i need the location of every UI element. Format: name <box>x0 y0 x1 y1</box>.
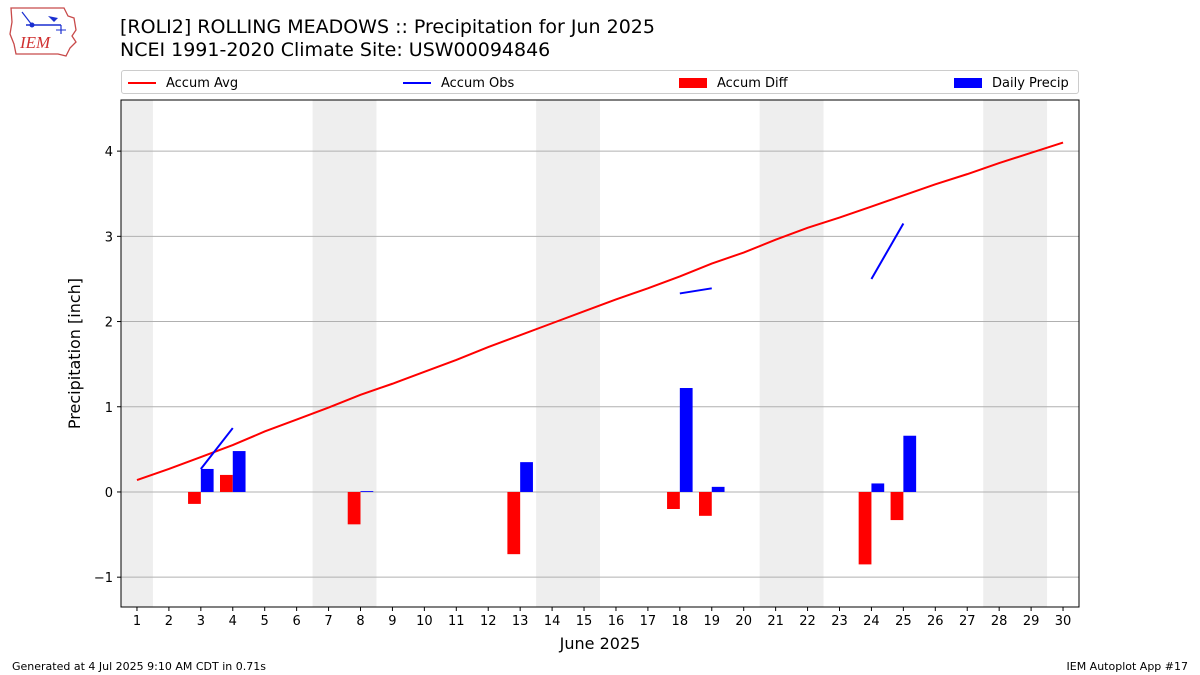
bar-accum-diff-day-3 <box>188 491 201 504</box>
bar-daily-precip-day-25 <box>903 435 917 492</box>
bar-accum-diff-day-8 <box>347 491 361 525</box>
y-tick-label: 3 <box>105 230 113 245</box>
x-tick-label: 23 <box>831 614 848 629</box>
x-tick-label: 4 <box>229 614 237 629</box>
x-tick-label: 17 <box>640 614 657 629</box>
x-tick-label: 28 <box>991 614 1008 629</box>
legend-item-daily-precip: Daily Precip <box>954 74 1069 92</box>
y-axis-label: Precipitation [inch] <box>65 278 84 429</box>
x-tick-label: 11 <box>448 614 465 629</box>
footer-app: IEM Autoplot App #17 <box>1066 660 1189 673</box>
iem-logo: IEM <box>9 7 77 57</box>
x-tick-label: 2 <box>165 614 173 629</box>
bar-daily-precip-day-13 <box>520 462 533 492</box>
legend-item-accum-obs: Accum Obs <box>403 74 514 92</box>
bar-daily-precip-day-19 <box>711 486 725 492</box>
y-tick-label: 1 <box>105 401 113 416</box>
legend-item-accum-avg: Accum Avg <box>128 74 238 92</box>
legend-swatch-accum-diff <box>679 78 707 88</box>
x-tick-label: 30 <box>1055 614 1072 629</box>
y-tick-label: 4 <box>105 145 113 160</box>
bar-accum-diff-day-25 <box>890 491 904 521</box>
x-tick-label: 1 <box>133 614 141 629</box>
legend-label-accum-obs: Accum Obs <box>441 75 515 91</box>
x-axis-ticks: 1 2 3 4 5 6 7 8 9 10 11 12 13 14 15 16 17 18 19 20 21 22 23 24 2… <box>133 607 1071 629</box>
x-tick-label: 7 <box>324 614 332 629</box>
x-tick-label: 9 <box>388 614 396 629</box>
x-tick-label: 8 <box>356 614 364 629</box>
chart-legend: Accum Avg Accum Obs Accum Diff Daily Pre… <box>121 70 1079 94</box>
legend-label-accum-diff: Accum Diff <box>717 75 788 91</box>
x-tick-label: 19 <box>703 614 720 629</box>
x-tick-label: 5 <box>261 614 269 629</box>
bar-accum-diff-day-19 <box>698 491 712 516</box>
x-axis-label: June 2025 <box>559 634 641 653</box>
x-tick-label: 24 <box>863 614 880 629</box>
bar-daily-precip-day-4 <box>232 451 246 492</box>
weekend-shade-1 <box>121 100 153 607</box>
y-axis-ticks: −1 0 1 2 3 4 <box>94 145 121 586</box>
bar-daily-precip-day-18 <box>679 388 693 492</box>
logo-text: IEM <box>19 33 51 52</box>
legend-swatch-daily-precip <box>954 78 982 88</box>
chart-title: [ROLI2] ROLLING MEADOWS :: Precipitation… <box>120 16 655 38</box>
x-tick-label: 21 <box>767 614 784 629</box>
x-tick-label: 20 <box>735 614 752 629</box>
x-tick-label: 25 <box>895 614 912 629</box>
x-tick-label: 12 <box>480 614 497 629</box>
legend-label-accum-avg: Accum Avg <box>166 75 239 91</box>
weekend-shade-4 <box>759 100 824 607</box>
plot-frame <box>120 99 1080 608</box>
bars <box>188 388 917 565</box>
legend-swatch-accum-avg <box>128 82 156 84</box>
x-tick-label: 10 <box>416 614 433 629</box>
grid-lines <box>121 150 1079 578</box>
x-tick-label: 27 <box>959 614 976 629</box>
chart-subtitle: NCEI 1991-2020 Climate Site: USW00094846 <box>120 39 551 61</box>
weekend-shade-5 <box>983 100 1048 607</box>
legend-swatch-accum-obs <box>403 82 431 84</box>
footer-generated: Generated at 4 Jul 2025 9:10 AM CDT in 0… <box>12 660 266 673</box>
x-tick-label: 26 <box>927 614 944 629</box>
bar-accum-diff-day-13 <box>507 491 521 555</box>
weekend-shade-2 <box>312 100 377 607</box>
series-lines <box>136 141 1064 481</box>
line-accum-obs-segment-1 <box>200 427 234 470</box>
y-tick-label: 2 <box>105 316 113 331</box>
line-accum-obs-segment-2 <box>679 287 712 295</box>
x-tick-label: 3 <box>197 614 205 629</box>
x-tick-label: 13 <box>512 614 529 629</box>
bar-accum-diff-day-18 <box>667 491 680 510</box>
bar-daily-precip-day-8 <box>360 491 374 492</box>
y-tick-label: −1 <box>94 571 113 586</box>
x-tick-label: 22 <box>799 614 816 629</box>
y-tick-label: 0 <box>105 486 113 501</box>
bar-accum-diff-day-4 <box>219 474 233 492</box>
x-tick-label: 16 <box>608 614 625 629</box>
line-accum-obs-segment-3 <box>870 223 905 280</box>
bar-accum-diff-day-24 <box>858 491 872 565</box>
x-tick-label: 29 <box>1023 614 1040 629</box>
line-accum-avg <box>136 141 1064 481</box>
legend-item-accum-diff: Accum Diff <box>679 74 788 92</box>
x-tick-label: 6 <box>292 614 300 629</box>
weekend-shade-3 <box>536 100 600 607</box>
x-tick-label: 14 <box>544 614 561 629</box>
x-tick-label: 15 <box>576 614 593 629</box>
weekend-shading <box>121 100 1048 607</box>
bar-daily-precip-day-24 <box>871 483 885 492</box>
x-tick-label: 18 <box>672 614 689 629</box>
legend-label-daily-precip: Daily Precip <box>992 75 1069 91</box>
bar-daily-precip-day-3 <box>200 468 214 492</box>
